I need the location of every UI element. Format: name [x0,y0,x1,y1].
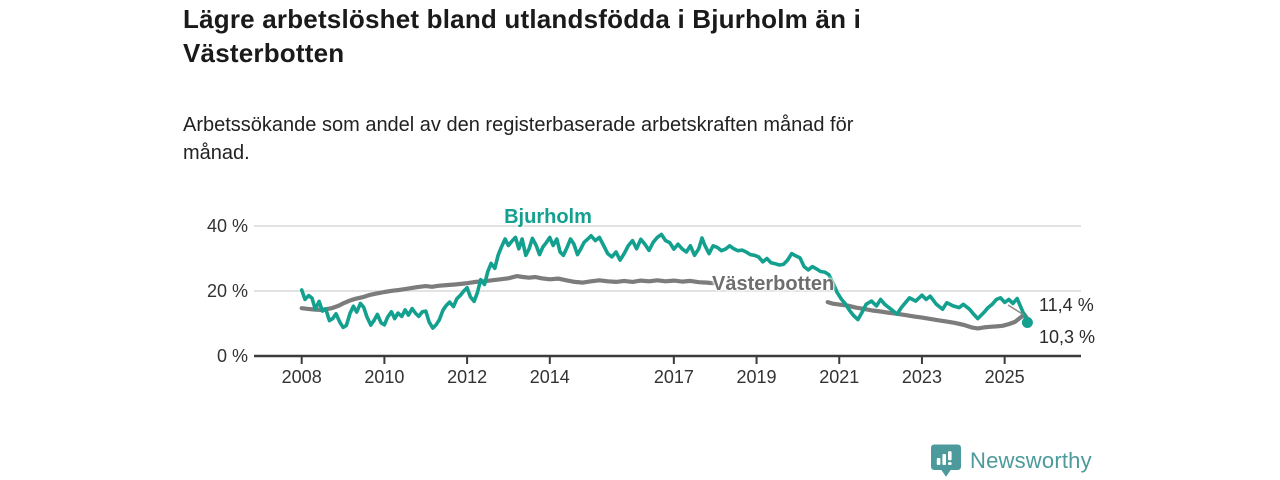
latest-point-dot [1021,317,1033,328]
newsworthy-wordmark: Newsworthy [970,448,1092,473]
y-tick-label: 40 % [206,216,248,236]
page-title: Lägre arbetslöshet bland utlandsfödda i … [183,2,1083,70]
series-label-bjurholm: Bjurholm [504,206,592,228]
x-tick-label: 2017 [653,367,694,387]
title-line-1: Lägre arbetslöshet bland utlandsfödda i … [183,4,862,34]
x-tick-label: 2008 [281,367,322,387]
series-line-västerbotten [825,300,1030,331]
value-label-leader-line [1007,304,1025,316]
y-tick-label: 20 % [206,281,248,301]
latest-value-label-vasterbotten: 11,4 % [1039,295,1094,315]
x-tick-label: 2012 [447,367,488,387]
x-tick-label: 2010 [364,367,405,387]
subtitle-line-1: Arbetssökande som andel av den registerb… [183,114,854,136]
subtitle-line-2: månad. [183,142,250,164]
series-label-vasterbotten: Västerbotten [712,273,835,295]
series-line-västerbotten [299,274,716,312]
title-line-2: Västerbotten [183,38,345,68]
x-tick-label: 2025 [984,367,1025,387]
newsworthy-badge-icon [931,444,961,477]
newsworthy-logo: Newsworthy [931,443,1092,479]
series-line-bjurholm [299,232,1030,330]
x-tick-label: 2019 [736,367,777,387]
x-tick-label: 2023 [901,367,942,387]
chart-subtitle: Arbetssökande som andel av den registerb… [183,111,1043,167]
x-tick-label: 2014 [529,367,570,387]
x-tick-label: 2021 [819,367,860,387]
latest-value-label-bjurholm: 10,3 % [1039,327,1096,347]
y-tick-label: 0 % [216,346,248,366]
